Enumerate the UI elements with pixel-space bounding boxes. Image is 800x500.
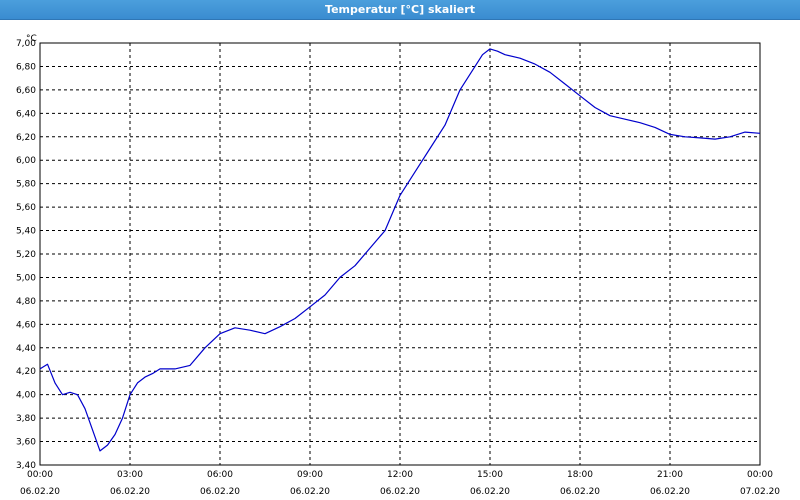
y-tick-label: 6,60 — [16, 86, 36, 96]
y-tick-label: 4,00 — [16, 391, 36, 401]
temperature-chart: 3,40 3,60 3,80 4,00 4,20 4,40 4,60 4,80 5,00 5,20… — [16, 34, 780, 497]
x-tick-time: 15:00 — [477, 470, 503, 480]
x-tick-time: 21:00 — [657, 470, 683, 480]
y-tick-label: 3,60 — [16, 438, 36, 448]
y-tick-label: 5,60 — [16, 203, 36, 213]
y-tick-label: 7,00 — [16, 39, 36, 49]
y-tick-label: 3,40 — [16, 461, 36, 471]
window-title: Temperatur [°C] skaliert — [0, 0, 800, 20]
x-tick-date: 06.02.20 — [380, 487, 420, 497]
y-tick-label: 5,80 — [16, 180, 36, 190]
x-tick-time: 09:00 — [297, 470, 323, 480]
y-tick-label: 6,40 — [16, 109, 36, 119]
x-tick-time: 06:00 — [207, 470, 233, 480]
y-tick-label: 4,80 — [16, 297, 36, 307]
y-tick-label: 6,80 — [16, 62, 36, 72]
y-tick-label: 3,80 — [16, 414, 36, 424]
y-tick-label: 5,40 — [16, 227, 36, 237]
x-tick-date: 06.02.20 — [650, 487, 690, 497]
x-tick-time: 03:00 — [117, 470, 143, 480]
y-tick-label: 4,40 — [16, 344, 36, 354]
x-tick-time: 18:00 — [567, 470, 593, 480]
x-tick-date: 06.02.20 — [470, 487, 510, 497]
x-tick-time: 00:00 — [747, 470, 773, 480]
x-tick-date: 06.02.20 — [560, 487, 600, 497]
x-tick-time: 12:00 — [387, 470, 413, 480]
y-tick-label: 6,20 — [16, 133, 36, 143]
y-tick-label: 4,60 — [16, 320, 36, 330]
temperature-series-line — [39, 48, 761, 452]
y-tick-label: 5,00 — [16, 273, 36, 283]
y-axis-unit: °C — [26, 34, 37, 44]
x-tick-time: 00:00 — [27, 470, 53, 480]
x-tick-date: 06.02.20 — [110, 487, 150, 497]
x-tick-date: 06.02.20 — [20, 487, 60, 497]
x-tick-date: 06.02.20 — [290, 487, 330, 497]
y-tick-label: 5,20 — [16, 250, 36, 260]
y-tick-label: 4,20 — [16, 367, 36, 377]
y-tick-label: 6,00 — [16, 156, 36, 166]
x-tick-date: 06.02.20 — [200, 487, 240, 497]
x-tick-date: 07.02.20 — [740, 487, 780, 497]
